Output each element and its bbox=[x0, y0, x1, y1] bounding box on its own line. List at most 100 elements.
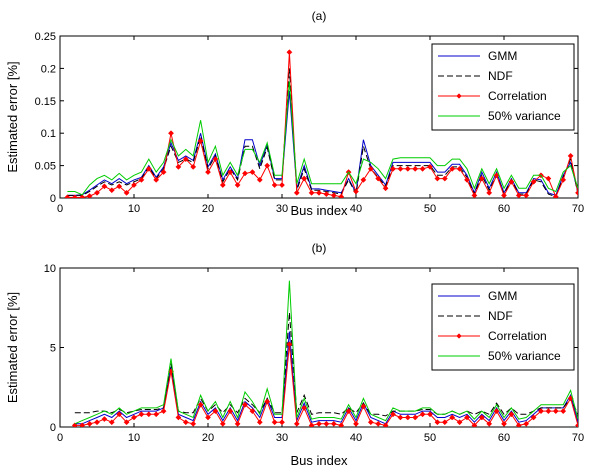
data-point-marker bbox=[434, 175, 441, 182]
data-point-marker bbox=[242, 401, 248, 408]
data-point-marker bbox=[197, 401, 204, 408]
data-point-marker bbox=[345, 408, 352, 415]
x-tick-label: 10 bbox=[128, 203, 140, 215]
data-point-marker bbox=[353, 420, 359, 427]
data-point-marker bbox=[456, 419, 463, 426]
data-point-marker bbox=[160, 408, 167, 415]
data-point-marker bbox=[464, 414, 470, 421]
series-group bbox=[64, 49, 578, 198]
legend-label: GMM bbox=[488, 289, 517, 303]
data-point-marker bbox=[404, 414, 411, 421]
data-point-marker bbox=[190, 420, 197, 427]
data-point-marker bbox=[101, 416, 108, 423]
data-point-marker bbox=[560, 176, 567, 183]
data-point-marker bbox=[271, 182, 278, 188]
data-point-marker bbox=[234, 420, 241, 427]
legend: GMM NDF Correlation 50% variance bbox=[431, 283, 575, 371]
data-point-marker bbox=[212, 408, 219, 415]
legend-label: NDF bbox=[488, 309, 513, 323]
data-point-marker bbox=[64, 194, 71, 198]
data-point-marker bbox=[168, 130, 174, 137]
data-point-marker bbox=[515, 422, 522, 427]
legend-label: Correlation bbox=[488, 329, 547, 343]
y-tick-label: 10 bbox=[44, 263, 56, 275]
x-tick-label: 70 bbox=[572, 203, 584, 215]
data-point-marker bbox=[552, 193, 559, 198]
data-point-marker bbox=[419, 411, 426, 418]
data-point-marker bbox=[375, 175, 382, 182]
data-point-marker bbox=[79, 194, 86, 198]
data-point-marker bbox=[249, 408, 256, 415]
series-line-ndf bbox=[74, 312, 578, 417]
data-point-marker bbox=[101, 183, 108, 190]
data-point-marker bbox=[338, 193, 345, 198]
data-point-marker bbox=[575, 189, 578, 196]
data-point-marker bbox=[145, 411, 152, 418]
x-tick-label: 60 bbox=[498, 203, 510, 215]
data-point-marker bbox=[86, 193, 93, 198]
data-point-marker bbox=[182, 419, 189, 426]
data-point-marker bbox=[153, 411, 160, 418]
legend-label: GMM bbox=[488, 49, 517, 63]
data-point-marker bbox=[530, 178, 537, 185]
x-tick-label: 60 bbox=[498, 432, 510, 444]
data-point-marker bbox=[190, 163, 197, 170]
data-point-marker bbox=[138, 176, 145, 183]
data-point-marker bbox=[508, 178, 515, 185]
data-point-marker bbox=[449, 165, 456, 172]
y-axis-label: Estimated error [%] bbox=[5, 292, 20, 403]
data-point-marker bbox=[227, 169, 234, 176]
y-tick-label: 0 bbox=[50, 193, 56, 205]
data-point-marker bbox=[316, 189, 322, 196]
data-point-marker bbox=[323, 420, 330, 427]
data-point-marker bbox=[486, 420, 493, 427]
data-point-marker bbox=[256, 176, 263, 183]
data-point-marker bbox=[197, 138, 204, 144]
data-point-marker bbox=[419, 165, 426, 172]
data-point-marker bbox=[308, 189, 315, 196]
data-point-marker bbox=[323, 191, 330, 198]
data-point-marker bbox=[293, 420, 300, 427]
data-point-marker bbox=[293, 189, 300, 196]
y-tick-label: 0.1 bbox=[41, 128, 56, 140]
y-tick-label: 0.05 bbox=[35, 161, 56, 173]
data-point-marker bbox=[131, 414, 137, 421]
x-tick-label: 50 bbox=[424, 432, 436, 444]
data-point-marker bbox=[404, 165, 411, 172]
data-point-marker bbox=[308, 422, 315, 427]
data-point-marker bbox=[123, 419, 130, 426]
data-point-marker bbox=[94, 189, 100, 196]
data-point-marker bbox=[552, 408, 559, 415]
x-axis-label: Bus index bbox=[290, 203, 348, 218]
legend: GMM NDF Correlation 50% variance bbox=[431, 43, 575, 131]
x-tick-label: 70 bbox=[572, 432, 584, 444]
data-point-marker bbox=[486, 189, 493, 196]
data-point-marker bbox=[234, 182, 241, 188]
data-point-marker bbox=[330, 420, 337, 427]
data-point-marker bbox=[116, 411, 123, 418]
data-point-marker bbox=[560, 408, 567, 415]
legend-label: Correlation bbox=[488, 89, 547, 103]
data-point-marker bbox=[390, 411, 396, 418]
series-line-gmm bbox=[74, 331, 578, 425]
chart-b: (b) 0 10 20 30 40 50 60 70 0 5 10 Bus index Estimated… bbox=[5, 241, 584, 468]
legend-marker bbox=[456, 93, 462, 99]
data-point-marker bbox=[478, 175, 485, 182]
y-axis-label: Estimated error [%] bbox=[5, 61, 20, 172]
chart-a: (a) 0 10 20 30 40 50 60 70 0 0.05 0.1 0.15 0.2 0.25 Bus… bbox=[5, 9, 584, 218]
data-point-marker bbox=[108, 419, 115, 426]
data-point-marker bbox=[219, 420, 226, 427]
data-point-marker bbox=[501, 420, 507, 427]
data-point-marker bbox=[412, 414, 419, 421]
series-line-ndf bbox=[67, 68, 578, 198]
data-point-marker bbox=[145, 165, 152, 172]
data-point-marker bbox=[242, 170, 248, 177]
data-point-marker bbox=[427, 411, 433, 418]
data-point-marker bbox=[427, 163, 433, 170]
data-point-marker bbox=[264, 162, 271, 169]
data-point-marker bbox=[434, 419, 441, 426]
data-point-marker bbox=[71, 194, 78, 198]
data-point-marker bbox=[338, 422, 345, 427]
series-group bbox=[71, 280, 578, 427]
